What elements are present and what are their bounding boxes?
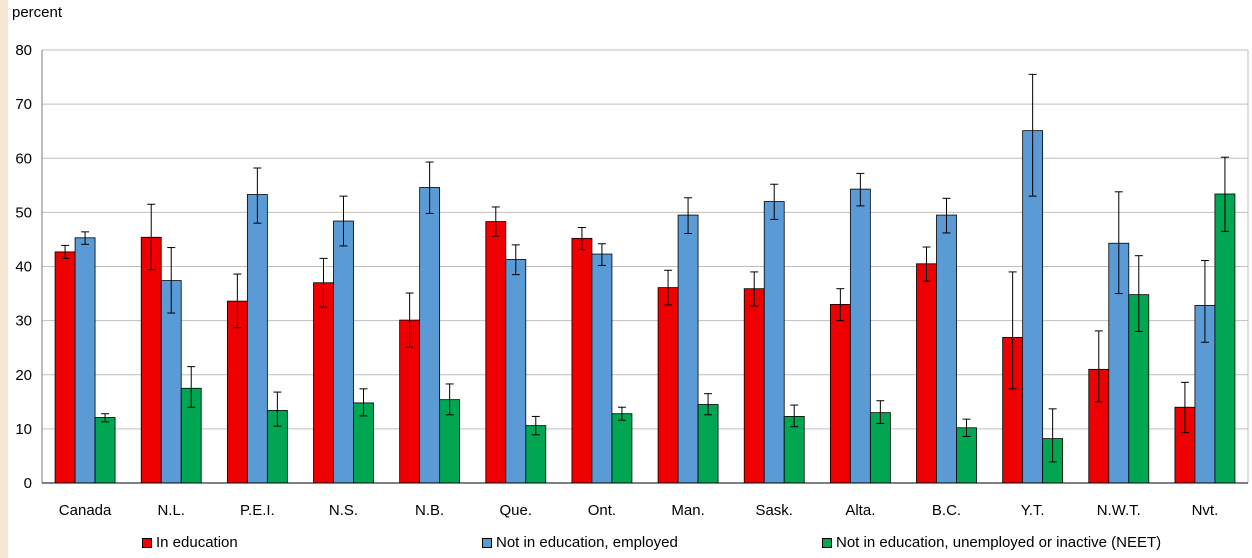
x-tick-label: P.E.I. — [240, 502, 275, 519]
y-tick-label: 50 — [15, 204, 32, 221]
bar — [743, 288, 765, 484]
x-tick-label: Alta. — [845, 502, 875, 519]
y-tick-label: 20 — [15, 367, 32, 384]
x-tick-label: Que. — [500, 502, 533, 519]
bar — [763, 201, 785, 484]
y-tick-label: 0 — [24, 475, 32, 492]
x-tick-label: Y.T. — [1021, 502, 1045, 519]
bar — [916, 263, 937, 484]
y-axis-unit-label: percent — [12, 4, 63, 21]
legend-label: Not in education, unemployed or inactive… — [836, 534, 1162, 551]
bar — [419, 187, 441, 484]
legend-item-not-in-education-employed: Not in education, employed — [482, 534, 678, 551]
x-tick-label: Nvt. — [1192, 502, 1219, 519]
x-tick-label: Sask. — [755, 502, 793, 519]
x-tick-label: Canada — [59, 502, 112, 519]
bar — [333, 220, 354, 484]
bar — [140, 236, 162, 484]
x-tick-label: Ont. — [588, 502, 616, 519]
y-tick-label: 30 — [15, 313, 32, 330]
bar — [657, 287, 679, 484]
x-tick-label: B.C. — [932, 502, 961, 519]
bar — [1214, 193, 1236, 484]
legend-item-in-education: In education — [142, 534, 238, 551]
y-tick-label: 70 — [15, 96, 32, 113]
bar — [505, 259, 527, 484]
legend-swatch-red — [142, 537, 152, 548]
x-tick-label: N.W.T. — [1097, 502, 1141, 519]
y-tick-label: 80 — [15, 42, 32, 59]
bar — [611, 413, 633, 484]
chart-legend: In education Not in education, employed … — [0, 534, 1252, 556]
bar — [829, 303, 851, 484]
bar — [94, 417, 116, 484]
bar — [313, 282, 334, 484]
legend-label: In education — [156, 534, 238, 551]
bar — [74, 237, 96, 484]
x-tick-label: N.B. — [415, 502, 444, 519]
x-tick-label: N.L. — [157, 502, 185, 519]
bar — [54, 251, 76, 484]
bar — [591, 253, 613, 484]
bar — [246, 194, 268, 484]
bar — [677, 214, 699, 484]
legend-item-neet: Not in education, unemployed or inactive… — [822, 534, 1161, 551]
bar — [697, 404, 719, 484]
x-tick-label: N.S. — [329, 502, 358, 519]
legend-label: Not in education, employed — [496, 534, 678, 551]
bar — [571, 237, 593, 484]
bar — [226, 300, 248, 484]
y-tick-label: 10 — [15, 421, 32, 438]
bar — [485, 221, 507, 484]
legend-swatch-blue — [482, 537, 492, 548]
x-tick-label: Man. — [671, 502, 704, 519]
legend-swatch-green — [822, 537, 832, 548]
y-tick-label: 40 — [15, 259, 32, 276]
bar — [849, 188, 871, 484]
bar — [936, 214, 957, 484]
y-tick-label: 60 — [15, 150, 32, 167]
left-accent-stripe — [0, 0, 8, 558]
grouped-bar-chart: 0 10 20 30 40 50 60 70 80 Canada N.L. P.E.I. N.S. N.B… — [15, 42, 1249, 519]
